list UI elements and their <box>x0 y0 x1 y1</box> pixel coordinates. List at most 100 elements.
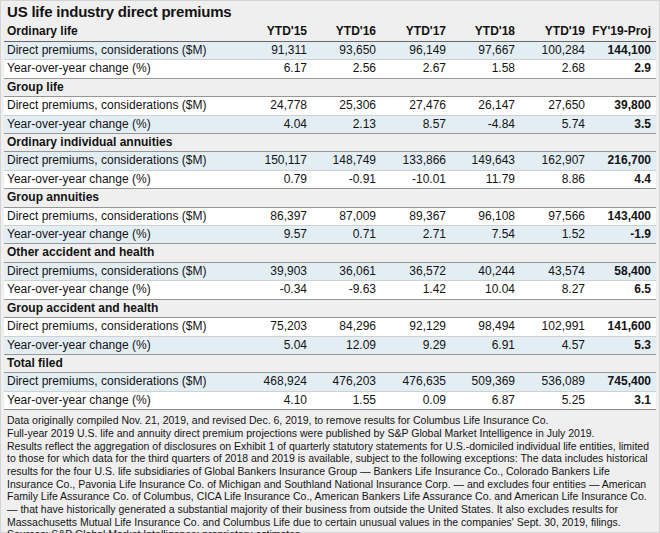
value-cell: 4.04 <box>242 115 312 133</box>
footnote-line: Data originally compiled Nov. 21, 2019, … <box>7 414 654 427</box>
value-cell: 5.04 <box>242 336 312 354</box>
value-cell: 96,108 <box>451 207 520 225</box>
value-cell: 8.86 <box>520 170 590 188</box>
premiums-row: Direct premiums, considerations ($M)150,… <box>4 152 656 170</box>
table-body: Direct premiums, considerations ($M) 91,3… <box>4 42 656 410</box>
value-cell: 4.10 <box>242 391 312 409</box>
projection-value-cell: 143,400 <box>590 207 656 225</box>
value-cell: 11.79 <box>451 170 520 188</box>
value-cell: 84,296 <box>312 318 381 336</box>
row-label: Direct premiums, considerations ($M) <box>4 262 242 280</box>
section-header-row: Other accident and health <box>4 244 656 262</box>
value-cell: 5.74 <box>520 115 590 133</box>
value-cell: 148,749 <box>312 152 381 170</box>
row-label: Direct premiums, considerations ($M) <box>4 97 242 115</box>
row-label: Direct premiums, considerations ($M) <box>4 373 242 391</box>
value-cell: 150,117 <box>242 152 312 170</box>
column-header: YTD'17 <box>381 22 451 42</box>
premiums-row: Direct premiums, considerations ($M)86,3… <box>4 207 656 225</box>
value-cell: 96,149 <box>381 42 451 60</box>
footnote-line: Sources: S&P Global Market Intelligence;… <box>7 528 654 533</box>
row-label: Year-over-year change (%) <box>4 60 242 78</box>
value-cell: 9.29 <box>381 336 451 354</box>
value-cell: 0.71 <box>312 226 381 244</box>
value-cell: 100,284 <box>520 42 590 60</box>
row-label: Year-over-year change (%) <box>4 226 242 244</box>
value-cell: 2.13 <box>312 115 381 133</box>
column-header: YTD'19 <box>520 22 590 42</box>
footnotes: Data originally compiled Nov. 21, 2019, … <box>0 410 660 533</box>
value-cell: 2.71 <box>381 226 451 244</box>
value-cell: -10.01 <box>381 170 451 188</box>
premiums-table: Ordinary lifeYTD'15YTD'16YTD'17YTD'18YTD… <box>4 22 656 410</box>
value-cell: 26,147 <box>451 97 520 115</box>
row-label: Year-over-year change (%) <box>4 336 242 354</box>
value-cell: 43,574 <box>520 262 590 280</box>
value-cell: 2.68 <box>520 60 590 78</box>
section-header-row: Group life <box>4 78 656 96</box>
value-cell: -0.91 <box>312 170 381 188</box>
projection-value-cell: 6.5 <box>590 281 656 299</box>
section-header-row: Total filed <box>4 354 656 372</box>
footnote-line: Full-year 2019 U.S. life and annuity dir… <box>7 427 654 440</box>
value-cell: 10.04 <box>451 281 520 299</box>
value-cell: 91,311 <box>242 42 312 60</box>
value-cell: 97,667 <box>451 42 520 60</box>
value-cell: 1.55 <box>312 391 381 409</box>
value-cell: 36,061 <box>312 262 381 280</box>
value-cell: 86,397 <box>242 207 312 225</box>
page-title: US life industry direct premiums <box>0 0 660 22</box>
premiums-row: Direct premiums, considerations ($M)91,3… <box>4 42 656 60</box>
value-cell: -0.34 <box>242 281 312 299</box>
column-header: YTD'16 <box>312 22 381 42</box>
premiums-row: Direct premiums, considerations ($M)75,2… <box>4 318 656 336</box>
section-label: Total filed <box>4 354 656 372</box>
yoy-row: Year-over-year change (%)-0.34-9.631.421… <box>4 281 656 299</box>
value-cell: 1.42 <box>381 281 451 299</box>
value-cell: 87,009 <box>312 207 381 225</box>
value-cell: 36,572 <box>381 262 451 280</box>
projection-value-cell: 39,800 <box>590 97 656 115</box>
footnote-line: Results reflect the aggregation of discl… <box>7 440 654 529</box>
row-label: Year-over-year change (%) <box>4 170 242 188</box>
premiums-row: Direct premiums, considerations ($M)39,9… <box>4 262 656 280</box>
value-cell: 98,494 <box>451 318 520 336</box>
value-cell: 12.09 <box>312 336 381 354</box>
value-cell: 8.27 <box>520 281 590 299</box>
table-header: Ordinary lifeYTD'15YTD'16YTD'17YTD'18YTD… <box>4 22 656 42</box>
projection-value-cell: 58,400 <box>590 262 656 280</box>
yoy-row: Year-over-year change (%)9.570.712.717.5… <box>4 226 656 244</box>
column-header-row: Ordinary lifeYTD'15YTD'16YTD'17YTD'18YTD… <box>4 22 656 42</box>
projection-value-cell: 2.9 <box>590 60 656 78</box>
row-label: Direct premiums, considerations ($M) <box>4 152 242 170</box>
projection-value-cell: 141,600 <box>590 318 656 336</box>
value-cell: 27,476 <box>381 97 451 115</box>
value-cell: 6.91 <box>451 336 520 354</box>
projection-value-cell: 3.1 <box>590 391 656 409</box>
projection-value-cell: 4.4 <box>590 170 656 188</box>
value-cell: 5.25 <box>520 391 590 409</box>
yoy-row: Year-over-year change (%)6.172.562.671.5… <box>4 60 656 78</box>
section-label: Ordinary individual annuities <box>4 134 656 152</box>
yoy-row: Year-over-year change (%)4.101.550.096.8… <box>4 391 656 409</box>
value-cell: 2.67 <box>381 60 451 78</box>
section-label: Group accident and health <box>4 299 656 317</box>
value-cell: 7.54 <box>451 226 520 244</box>
value-cell: 40,244 <box>451 262 520 280</box>
value-cell: 92,129 <box>381 318 451 336</box>
row-label: Year-over-year change (%) <box>4 115 242 133</box>
value-cell: 24,778 <box>242 97 312 115</box>
yoy-row: Year-over-year change (%)0.79-0.91-10.01… <box>4 170 656 188</box>
section-label: Group life <box>4 78 656 96</box>
value-cell: -9.63 <box>312 281 381 299</box>
value-cell: 9.57 <box>242 226 312 244</box>
value-cell: 476,203 <box>312 373 381 391</box>
projection-value-cell: 3.5 <box>590 115 656 133</box>
value-cell: 6.17 <box>242 60 312 78</box>
value-cell: 93,650 <box>312 42 381 60</box>
value-cell: 149,643 <box>451 152 520 170</box>
row-label: Direct premiums, considerations ($M) <box>4 207 242 225</box>
value-cell: 8.57 <box>381 115 451 133</box>
value-cell: 27,650 <box>520 97 590 115</box>
row-label: Year-over-year change (%) <box>4 281 242 299</box>
